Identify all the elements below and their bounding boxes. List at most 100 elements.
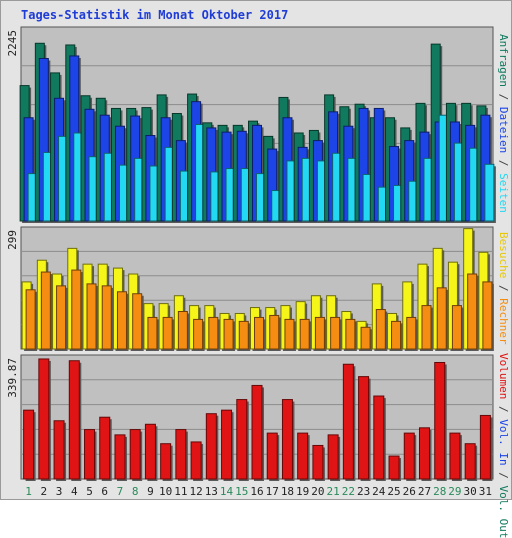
bar-volumen-day-27 [418, 427, 432, 481]
bar-body [38, 358, 50, 480]
bar-volumen-day-11 [175, 429, 188, 481]
bar-body [391, 320, 402, 350]
x-tick-label: 25 [387, 485, 400, 498]
legend-middle-panel: Besuche / Rechner [496, 225, 510, 351]
bar-body [345, 318, 356, 350]
bar-body [360, 326, 371, 350]
bar-body [205, 413, 217, 480]
x-tick-label: 17 [266, 485, 279, 498]
bar-body [312, 444, 324, 480]
x-tick-label: 18 [281, 485, 294, 498]
x-tick-label: 23 [357, 485, 370, 498]
bar-rechner-day-17 [269, 314, 281, 351]
bar-body [221, 409, 233, 480]
bar-volumen-day-19 [297, 432, 310, 481]
bar-volumen-day-7 [114, 434, 127, 481]
bar-volumen-day-2 [38, 358, 51, 481]
legend-item: Rechner [497, 297, 510, 345]
bar-volumen-day-22 [342, 363, 356, 481]
legend-separator: / [497, 86, 510, 107]
bar-body [86, 283, 97, 350]
x-tick-label: 6 [101, 485, 108, 498]
x-tick-label: 11 [174, 485, 187, 498]
bar-rechner-day-22 [345, 318, 357, 351]
bar-rechner-day-18 [284, 318, 296, 351]
bar-volumen-day-10 [160, 443, 173, 481]
x-tick-label: 28 [433, 485, 446, 498]
bar-volumen-day-5 [84, 429, 97, 481]
bar-body [342, 363, 354, 480]
bar-volumen-day-30 [464, 443, 478, 481]
bar-body [284, 318, 295, 350]
bar-volumen-day-18 [281, 399, 295, 481]
bar-volumen-day-26 [403, 432, 417, 481]
bar-body [238, 320, 249, 350]
bar-body [56, 285, 67, 350]
bar-rechner-day-16 [254, 316, 266, 351]
bar-rechner-day-24 [375, 309, 388, 351]
bar-body [358, 376, 370, 480]
bar-rechner-day-11 [177, 311, 190, 351]
bar-rechner-day-26 [406, 316, 418, 351]
bar-rechner-day-3 [56, 285, 68, 351]
y-max-tick-label: 299 [6, 230, 19, 250]
bar-body [479, 414, 491, 480]
bar-body [25, 289, 36, 350]
bar-body [162, 316, 173, 350]
x-tick-label: 20 [311, 485, 324, 498]
x-tick-label: 30 [464, 485, 477, 498]
bar-volumen-day-4 [68, 360, 82, 481]
x-tick-label: 31 [479, 485, 492, 498]
bar-rechner-day-7 [116, 291, 129, 351]
bar-body [99, 416, 111, 480]
bar-body [84, 429, 96, 480]
bar-body [190, 441, 202, 480]
bar-body [299, 318, 310, 350]
legend-item: Volumen [497, 353, 510, 400]
bar-volumen-day-23 [358, 376, 371, 481]
x-tick-label: 3 [56, 485, 63, 498]
bar-rechner-day-12 [193, 318, 205, 351]
bar-rechner-day-10 [162, 316, 175, 351]
bar-body [114, 434, 126, 480]
bar-body [193, 318, 204, 350]
x-tick-label: 10 [159, 485, 172, 498]
bar-body [373, 395, 385, 480]
bar-body [418, 427, 430, 480]
x-tick-label: 12 [189, 485, 202, 498]
bar-body [71, 269, 82, 350]
bar-body [449, 432, 461, 480]
legend-item: Dateien [497, 106, 510, 153]
bar-body [68, 360, 80, 480]
bar-rechner-day-30 [467, 273, 479, 351]
bar-volumen-day-20 [312, 444, 325, 481]
bar-body [236, 399, 248, 480]
bar-rechner-day-31 [482, 281, 494, 351]
x-tick-label: 13 [205, 485, 218, 498]
bar-body [297, 432, 309, 480]
bar-rechner-day-4 [71, 269, 83, 351]
chart-title: Tages-Statistik im Monat Oktober 2017 [21, 8, 289, 22]
x-tick-label: 21 [327, 485, 340, 498]
bar-rechner-day-15 [238, 320, 251, 351]
x-tick-label: 9 [147, 485, 154, 498]
bar-volumen-day-8 [129, 429, 143, 481]
bar-volumen-day-24 [373, 395, 386, 481]
bar-body [144, 423, 156, 480]
bar-volumen-day-31 [479, 414, 493, 481]
bar-rechner-day-5 [86, 283, 99, 351]
bar-body [23, 409, 35, 480]
bar-body [160, 443, 172, 480]
bar-body [177, 311, 188, 350]
x-tick-label: 22 [342, 485, 355, 498]
bar-volumen-day-17 [266, 432, 280, 481]
legend-separator: / [497, 399, 510, 420]
bar-body [375, 309, 386, 350]
bar-rechner-day-13 [208, 316, 220, 351]
legend-item: Vol. In [497, 419, 510, 466]
bar-body [266, 432, 278, 480]
bar-volumen-day-14 [221, 409, 234, 481]
bar-body [281, 399, 293, 480]
bar-body [403, 432, 415, 480]
x-tick-label: 5 [86, 485, 93, 498]
